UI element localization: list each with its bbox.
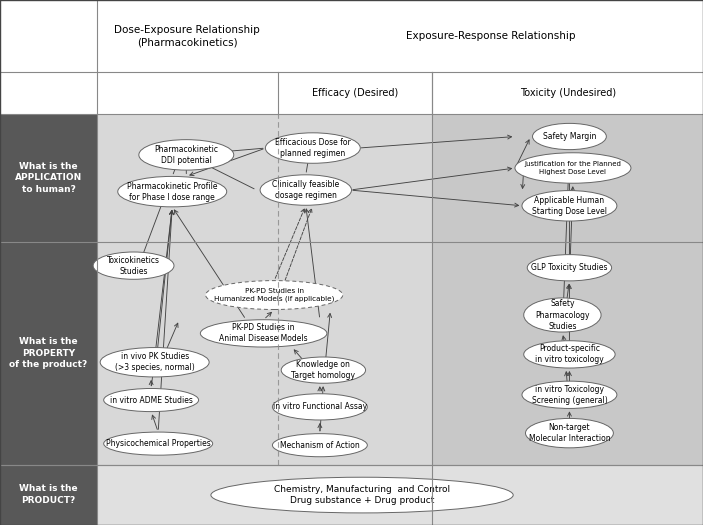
Text: Exposure-Response Relationship: Exposure-Response Relationship [406, 31, 575, 41]
Text: PK-PD Studies in
Humanized Models (if applicable): PK-PD Studies in Humanized Models (if ap… [214, 288, 335, 302]
Ellipse shape [273, 434, 367, 457]
FancyBboxPatch shape [0, 242, 97, 465]
Text: Efficacious Dose for
planned regimen: Efficacious Dose for planned regimen [275, 138, 351, 158]
Text: in vitro Functional Assay: in vitro Functional Assay [273, 402, 367, 412]
Ellipse shape [104, 432, 213, 455]
Text: What is the
PROPERTY
of the product?: What is the PROPERTY of the product? [9, 337, 88, 370]
Text: Safety
Pharmacology
Studies: Safety Pharmacology Studies [535, 299, 590, 331]
FancyBboxPatch shape [97, 242, 432, 465]
Text: Pharmacokinetic
DDI potential: Pharmacokinetic DDI potential [154, 145, 219, 165]
Text: GLP Toxicity Studies: GLP Toxicity Studies [531, 263, 607, 272]
Text: What is the
PRODUCT?: What is the PRODUCT? [19, 485, 78, 505]
FancyBboxPatch shape [0, 465, 97, 525]
Text: Product-specific
in vitro toxicology: Product-specific in vitro toxicology [535, 344, 604, 364]
Ellipse shape [206, 280, 343, 310]
Ellipse shape [260, 175, 352, 205]
Text: Knowledge on
Target homology: Knowledge on Target homology [291, 360, 356, 380]
FancyBboxPatch shape [0, 0, 703, 72]
Ellipse shape [200, 320, 327, 347]
FancyBboxPatch shape [97, 465, 703, 525]
Text: Efficacy (Desired): Efficacy (Desired) [312, 88, 398, 99]
Ellipse shape [273, 394, 367, 420]
Text: Mechanism of Action: Mechanism of Action [280, 440, 360, 450]
Ellipse shape [524, 341, 615, 368]
Ellipse shape [522, 191, 617, 221]
Ellipse shape [100, 348, 209, 377]
Text: Toxicokinetics
Studies: Toxicokinetics Studies [107, 256, 160, 276]
Ellipse shape [527, 255, 612, 281]
FancyBboxPatch shape [97, 114, 432, 242]
Text: in vivo PK Studies
(>3 species, normal): in vivo PK Studies (>3 species, normal) [115, 352, 195, 372]
Ellipse shape [533, 123, 607, 150]
Ellipse shape [515, 153, 631, 183]
Text: Physicochemical Properties: Physicochemical Properties [105, 439, 211, 448]
Text: Toxicity (Undesired): Toxicity (Undesired) [520, 88, 616, 99]
Ellipse shape [522, 381, 617, 408]
Text: Clinically feasible
dosage regimen: Clinically feasible dosage regimen [272, 180, 340, 200]
Ellipse shape [211, 477, 513, 513]
Text: in vitro ADME Studies: in vitro ADME Studies [110, 395, 193, 405]
Ellipse shape [524, 298, 601, 332]
Ellipse shape [117, 176, 226, 207]
Text: Applicable Human
Starting Dose Level: Applicable Human Starting Dose Level [532, 196, 607, 216]
Text: Dose-Exposure Relationship
(Pharmacokinetics): Dose-Exposure Relationship (Pharmacokine… [115, 25, 260, 47]
FancyBboxPatch shape [432, 114, 703, 242]
Text: Justification for the Planned
Highest Dose Level: Justification for the Planned Highest Do… [524, 161, 621, 175]
Text: Non-target
Molecular Interaction: Non-target Molecular Interaction [529, 423, 610, 443]
Ellipse shape [93, 252, 174, 279]
Ellipse shape [526, 418, 614, 448]
FancyBboxPatch shape [0, 114, 97, 242]
Ellipse shape [266, 133, 360, 163]
Ellipse shape [281, 357, 366, 383]
Text: PK-PD Studies in
Animal Disease Models: PK-PD Studies in Animal Disease Models [219, 323, 308, 343]
Text: Chemistry, Manufacturing  and Control
Drug substance + Drug product: Chemistry, Manufacturing and Control Dru… [274, 485, 450, 505]
Text: in vitro Toxicology
Screening (general): in vitro Toxicology Screening (general) [531, 385, 607, 405]
Text: Pharmacokinetic Profile
for Phase I dose range: Pharmacokinetic Profile for Phase I dose… [127, 182, 217, 202]
FancyBboxPatch shape [97, 72, 703, 114]
Text: What is the
APPLICATION
to human?: What is the APPLICATION to human? [15, 162, 82, 194]
FancyBboxPatch shape [432, 242, 703, 465]
Ellipse shape [139, 140, 233, 170]
Ellipse shape [104, 388, 199, 412]
Text: Safety Margin: Safety Margin [543, 132, 596, 141]
